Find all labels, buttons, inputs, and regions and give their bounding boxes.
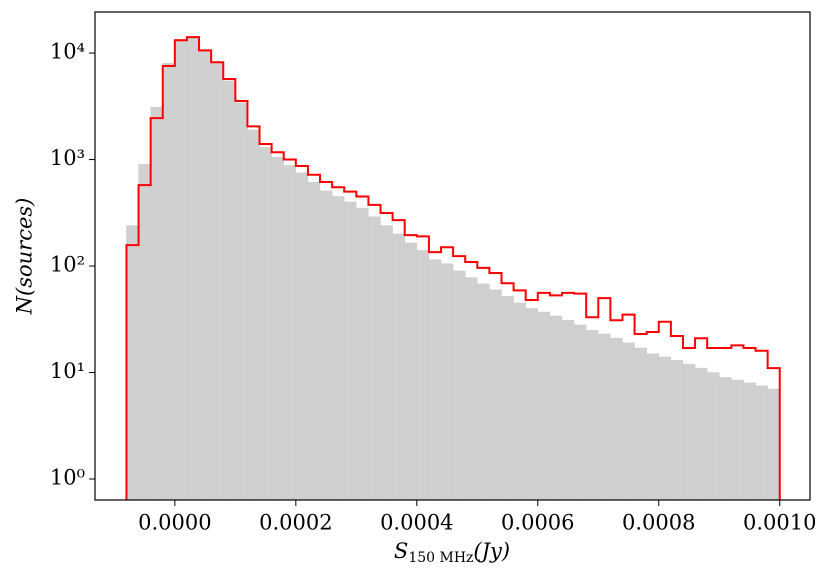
x-tick-label: 0.0002 [259,511,332,535]
histogram-bar [755,385,768,500]
histogram-bar [743,382,756,500]
histogram-bar [489,289,502,500]
histogram-bar [440,263,454,500]
histogram-bar [247,129,260,500]
histogram-bar [585,329,599,500]
histogram-bar [368,216,381,500]
histogram-bar [573,324,587,500]
histogram-bar [513,302,526,500]
histogram-bar [283,165,297,500]
histogram-bar [670,360,684,500]
histogram-bar [501,296,514,500]
histogram-bar [295,172,309,500]
y-tick-label: 10⁰ [50,465,85,489]
histogram-bar [331,196,345,500]
histogram-bar [307,182,321,500]
histogram-bar [549,315,563,500]
histogram-bar [731,379,744,500]
x-tick-label: 0.0004 [380,511,453,535]
histogram-bar [162,63,176,500]
histogram-bar [416,250,430,500]
histogram-bar [223,80,236,500]
x-label-subscript: 150 MHz [408,550,473,566]
histogram-bar [174,38,188,500]
y-axis-label: N(sources) [13,198,37,316]
histogram-bar [210,63,224,500]
histogram-bar [404,242,418,500]
histogram-bar [694,367,708,500]
histogram-bar [271,157,284,500]
histogram-bar [138,164,151,500]
histogram-bar [706,372,720,500]
histogram-bar [465,277,478,500]
histogram-bar [646,353,659,500]
histogram-bar [561,319,575,500]
histogram-bar [598,333,611,500]
histogram-bar [259,147,272,500]
axes-frame [94,11,811,501]
histogram-bar [319,190,333,500]
histogram-bar [610,338,623,500]
histogram-step [125,36,781,500]
histogram-bar [356,207,369,500]
histogram-bar [634,347,647,500]
histogram-bar [525,308,538,500]
x-tick-label: 0.0008 [622,511,695,535]
histogram-bar [658,356,672,500]
histogram-bar [428,259,442,500]
x-tick-label: 0.0010 [743,511,816,535]
histogram-bar [719,377,732,500]
histogram-bar [767,388,780,500]
y-tick-label: 10² [50,253,85,277]
y-tick-label: 10¹ [50,359,85,383]
histogram-bar [392,233,405,500]
histogram-bar [622,342,635,500]
histogram-bar [477,283,490,500]
histogram-bar [126,225,139,500]
x-label-unit: (Jy) [473,539,510,563]
x-label-symbol: S [394,539,408,563]
histogram-bar [198,50,212,500]
y-tick-label: 10⁴ [50,40,85,64]
histogram-bar [235,102,248,500]
x-axis-label: S150 MHz(Jy) [394,539,510,567]
x-tick-label: 0.0006 [501,511,574,535]
histogram-bar [682,363,696,500]
histogram-bar [344,201,357,500]
plot-area [125,36,781,500]
x-tick-label: 0.0000 [138,511,211,535]
y-tick-label: 10³ [50,146,85,170]
histogram-bar [537,311,551,500]
histogram-bar [380,225,393,500]
histogram-bar [452,270,466,500]
histogram-bar [150,107,163,500]
histogram-bar [186,37,200,500]
